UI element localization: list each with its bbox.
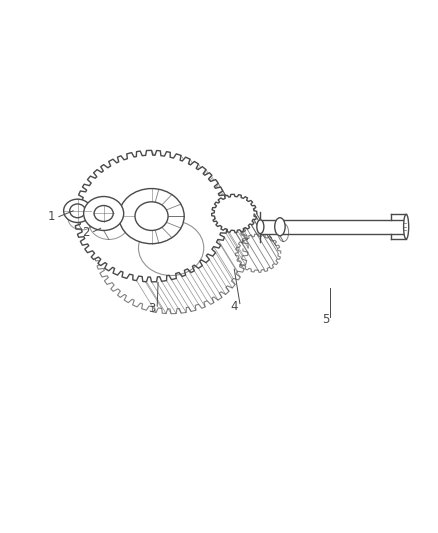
Text: 1: 1 [48, 209, 55, 223]
Polygon shape [74, 150, 229, 282]
Ellipse shape [70, 204, 85, 217]
Polygon shape [212, 195, 257, 232]
Ellipse shape [84, 197, 124, 230]
Polygon shape [391, 214, 406, 239]
Ellipse shape [64, 199, 92, 222]
Polygon shape [260, 220, 406, 233]
Ellipse shape [94, 206, 113, 221]
Text: 5: 5 [322, 313, 329, 326]
Text: 4: 4 [230, 300, 238, 313]
Ellipse shape [403, 214, 409, 239]
Ellipse shape [135, 202, 168, 230]
Text: 2: 2 [82, 225, 90, 239]
Ellipse shape [119, 189, 184, 244]
Ellipse shape [257, 220, 264, 233]
Ellipse shape [275, 217, 285, 236]
Text: 3: 3 [148, 302, 155, 316]
